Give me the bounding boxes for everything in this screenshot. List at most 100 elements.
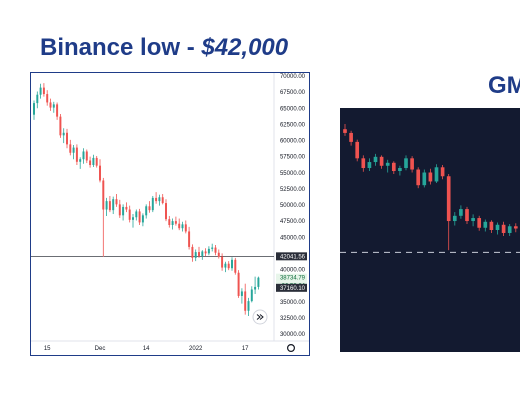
candle-body: [112, 199, 115, 211]
candle-body: [62, 132, 65, 136]
candle-body: [231, 259, 233, 269]
candle-body: [191, 246, 194, 258]
candle-body: [240, 291, 243, 296]
candle-body: [181, 224, 184, 229]
time-axis: 15 Dec 14 2022 17: [44, 346, 249, 352]
candle-body: [254, 286, 257, 290]
candle-body: [247, 301, 250, 311]
candle-body: [118, 204, 121, 216]
candle-body: [385, 162, 390, 166]
candle-body: [46, 94, 49, 103]
candle-body: [446, 176, 451, 222]
candle-body: [138, 211, 141, 223]
y-tick-label: 52500.00: [280, 187, 306, 193]
candle-body: [188, 231, 191, 247]
candle-body: [477, 218, 482, 228]
candle-body: [224, 263, 227, 268]
candle-body: [128, 209, 131, 220]
double-chevron-icon: [256, 314, 264, 320]
candle-body: [373, 156, 378, 163]
candle-body: [452, 215, 457, 222]
candles-group: [340, 123, 520, 253]
candle-body: [82, 151, 85, 160]
candle-body: [49, 102, 52, 108]
x-tick-label: 14: [143, 346, 150, 352]
y-tick-label: 55000.00: [280, 171, 306, 177]
candle-body: [465, 209, 469, 222]
candle-body: [410, 158, 414, 170]
candle-body: [75, 147, 78, 162]
price-label: 38734.79: [280, 276, 306, 282]
candle-body: [422, 172, 427, 186]
candle-body: [391, 162, 396, 172]
candle-body: [178, 223, 181, 229]
candle-body: [361, 158, 366, 169]
candle-body: [92, 157, 95, 166]
candle-body: [194, 252, 197, 258]
y-tick-label: 45000.00: [280, 235, 306, 241]
candle-body: [513, 226, 518, 229]
candle-body: [158, 197, 161, 202]
price-label: 37160.10: [280, 286, 306, 292]
candle-body: [141, 215, 144, 223]
candle-body: [207, 248, 210, 254]
candle-body: [495, 224, 500, 230]
candle-body: [105, 201, 108, 210]
candle-body: [99, 165, 101, 181]
candle-body: [237, 272, 240, 296]
candle-body: [343, 129, 347, 133]
candle-body: [155, 197, 158, 202]
candle-body: [161, 197, 164, 204]
x-tick-label: Dec: [95, 346, 106, 352]
candle-body: [244, 291, 247, 311]
candle-body: [39, 87, 42, 95]
y-tick-label: 67500.00: [280, 90, 306, 96]
x-tick-label: 17: [242, 346, 249, 352]
slide-title: Binance low - $42,000: [40, 34, 288, 62]
y-tick-label: 70000.00: [280, 74, 306, 80]
candle-body: [66, 132, 68, 145]
gear-icon: [286, 343, 296, 353]
candle-body: [257, 277, 260, 287]
candle-body: [135, 211, 138, 218]
candle-body: [483, 221, 488, 228]
candle-body: [367, 162, 372, 169]
candle-body: [416, 169, 421, 186]
candle-body: [151, 197, 154, 211]
y-tick-label: 57500.00: [280, 155, 306, 161]
y-tick-label: 47500.00: [280, 219, 306, 225]
candle-body: [489, 221, 494, 230]
y-tick-label: 65000.00: [280, 106, 306, 112]
candle-body: [174, 221, 177, 224]
replay-button[interactable]: [252, 309, 268, 325]
candle-body: [434, 167, 439, 182]
candle-body: [145, 206, 148, 216]
candle-body: [115, 199, 118, 205]
candle-body: [56, 104, 59, 117]
candles-group: [31, 83, 274, 316]
candle-body: [459, 209, 463, 216]
y-tick-label: 60000.00: [280, 139, 306, 145]
candle-body: [72, 147, 75, 153]
y-tick-label: 35000.00: [280, 300, 306, 306]
candle-body: [184, 224, 187, 232]
candle-body: [428, 172, 433, 182]
candle-body: [198, 252, 200, 256]
candle-body: [148, 206, 151, 211]
candle-body: [79, 159, 82, 162]
candle-body: [234, 259, 237, 273]
y-tick-label: 62500.00: [280, 122, 306, 128]
candle-body: [89, 160, 92, 166]
title-amount: $42,000: [201, 34, 289, 61]
candle-body: [59, 116, 62, 136]
y-tick-label: 32500.00: [280, 316, 306, 322]
candle-body: [404, 158, 408, 169]
candle-body: [69, 144, 72, 153]
price-label-box: [276, 252, 307, 261]
candle-body: [217, 252, 220, 257]
candle-body: [168, 219, 171, 225]
candle-body: [227, 263, 230, 269]
settings-button[interactable]: [286, 343, 296, 353]
candle-body: [102, 180, 105, 210]
